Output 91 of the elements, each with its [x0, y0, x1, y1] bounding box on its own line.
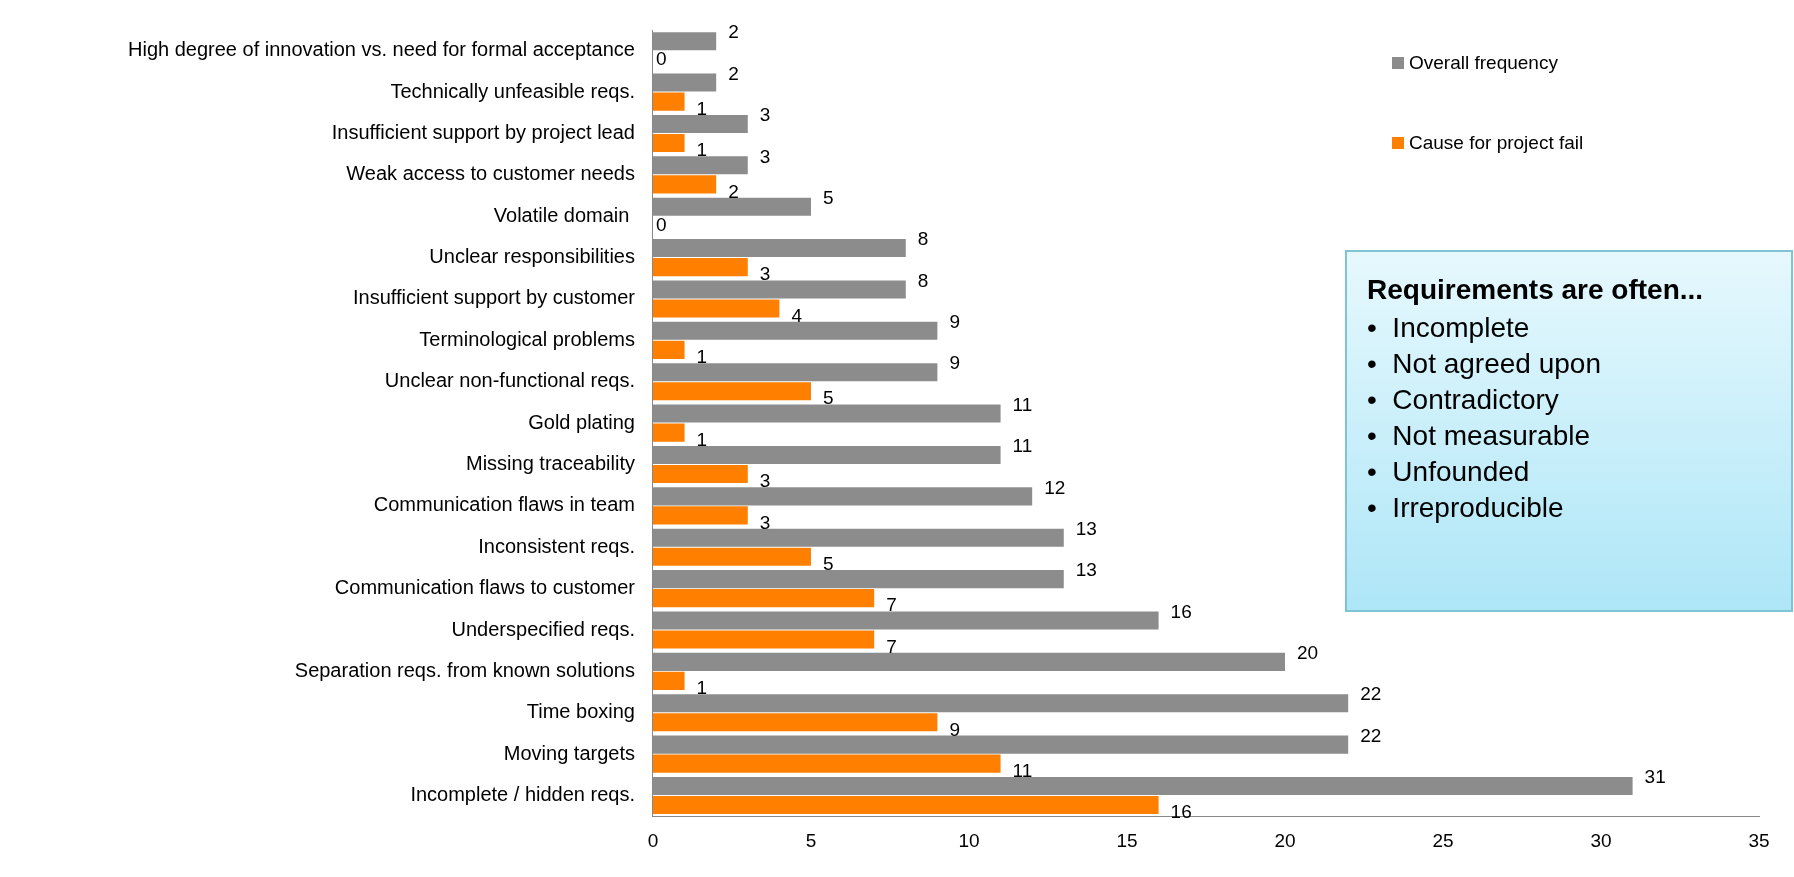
annotation: • Unfounded [1367, 456, 1531, 488]
x-tick-label: 35 [1748, 829, 1770, 851]
data-label: 3 [759, 263, 771, 285]
bar [652, 299, 780, 318]
data-label: 11 [1012, 759, 1033, 781]
data-label: 3 [759, 470, 771, 492]
y-tick-label: Inconsistent reqs. [478, 534, 635, 557]
data-label: 2 [728, 21, 739, 43]
data-label: 9 [949, 352, 960, 374]
data-label: 31 [1644, 766, 1666, 788]
x-tick-label: 25 [1432, 829, 1454, 851]
data-label: 11 [1012, 435, 1033, 457]
y-tick-label: Unclear responsibilities [429, 245, 635, 268]
bar [652, 795, 1159, 815]
data-label: 3 [759, 511, 771, 533]
annotation: Requirements are often... [1367, 274, 1705, 306]
bar [652, 382, 811, 401]
data-label: 2 [728, 180, 739, 202]
x-tick-label: 20 [1274, 829, 1296, 851]
annotation: • Not measurable [1367, 420, 1591, 452]
data-label: 22 [1360, 724, 1382, 746]
data-label: 9 [949, 718, 960, 740]
y-tick-label: Technically unfeasible reqs. [390, 79, 635, 102]
data-label: 5 [822, 552, 834, 574]
data-label: 12 [1044, 476, 1066, 498]
y-tick-label: Missing traceability [466, 451, 635, 474]
data-label: 13 [1075, 517, 1097, 539]
data-label: 1 [696, 97, 708, 119]
data-label: 5 [822, 186, 834, 208]
y-tick-label: Communication flaws in team [373, 493, 635, 516]
y-tick-label: Insufficient support by project lead [331, 120, 635, 143]
y-tick-label: Terminological problems [419, 327, 635, 350]
y-tick-label: High degree of innovation vs. need for formal acceptance [127, 38, 635, 61]
data-label: 0 [655, 213, 667, 235]
data-label: 1 [696, 346, 708, 368]
bar [652, 630, 875, 649]
x-tick-label: 10 [958, 829, 980, 851]
data-label: 3 [759, 145, 771, 167]
x-tick-label: 5 [805, 829, 817, 851]
data-label: 1 [696, 677, 708, 699]
y-tick-label: Gold plating [528, 410, 635, 433]
y-tick-label: Volatile domain [493, 203, 635, 226]
annotation: • Contradictory [1367, 384, 1560, 416]
data-label: 11 [1012, 393, 1033, 415]
y-tick-label: Incomplete / hidden reqs. [410, 783, 635, 806]
bar [652, 713, 938, 732]
y-tick-label: Underspecified reqs. [451, 617, 635, 640]
data-label: 9 [949, 311, 960, 333]
annotation: • Irreproducible [1367, 492, 1565, 524]
bar [652, 671, 685, 690]
x-tick-label: 0 [647, 829, 659, 851]
data-label: 1 [696, 428, 708, 450]
data-label: 2 [728, 62, 739, 84]
y-tick-label: Moving targets [503, 741, 635, 764]
y-tick-label: Insufficient support by customer [352, 286, 636, 309]
bar [652, 92, 685, 111]
y-tick-label: Unclear non-functional reqs. [384, 369, 635, 392]
bar [652, 547, 811, 566]
data-label: 8 [917, 269, 929, 291]
y-tick-label: Separation reqs. from known solutions [294, 658, 635, 681]
bar [652, 464, 748, 484]
legend-label: Overall frequency [1409, 52, 1558, 74]
annotation: • Not agreed upon [1367, 348, 1602, 380]
bar [652, 506, 748, 525]
data-label: 16 [1170, 600, 1192, 622]
bar [652, 754, 1001, 773]
data-label: 3 [759, 104, 771, 126]
data-label: 7 [886, 635, 897, 657]
data-label: 1 [696, 139, 708, 161]
bar [652, 589, 875, 608]
bar [652, 258, 748, 277]
y-tick-label: Communication flaws to customer [334, 576, 636, 599]
bar [652, 133, 685, 153]
y-tick-label: Time boxing [526, 700, 635, 723]
x-tick-label: 15 [1116, 829, 1138, 851]
data-label: 20 [1296, 642, 1319, 664]
data-label: 13 [1075, 559, 1097, 581]
x-tick-label: 30 [1590, 829, 1612, 851]
data-label: 8 [917, 228, 929, 250]
data-label: 7 [886, 594, 897, 616]
data-label: 16 [1170, 801, 1192, 823]
legend-label: Cause for project fail [1409, 132, 1584, 154]
annotation: • Incomplete [1367, 312, 1531, 344]
data-label: 5 [822, 387, 834, 409]
bar [652, 175, 717, 194]
data-label: 22 [1360, 683, 1382, 705]
data-label: 4 [791, 304, 803, 326]
y-tick-label: Weak access to customer needs [346, 162, 635, 185]
bar [652, 423, 685, 442]
data-label: 0 [655, 48, 667, 70]
bar [652, 340, 685, 359]
